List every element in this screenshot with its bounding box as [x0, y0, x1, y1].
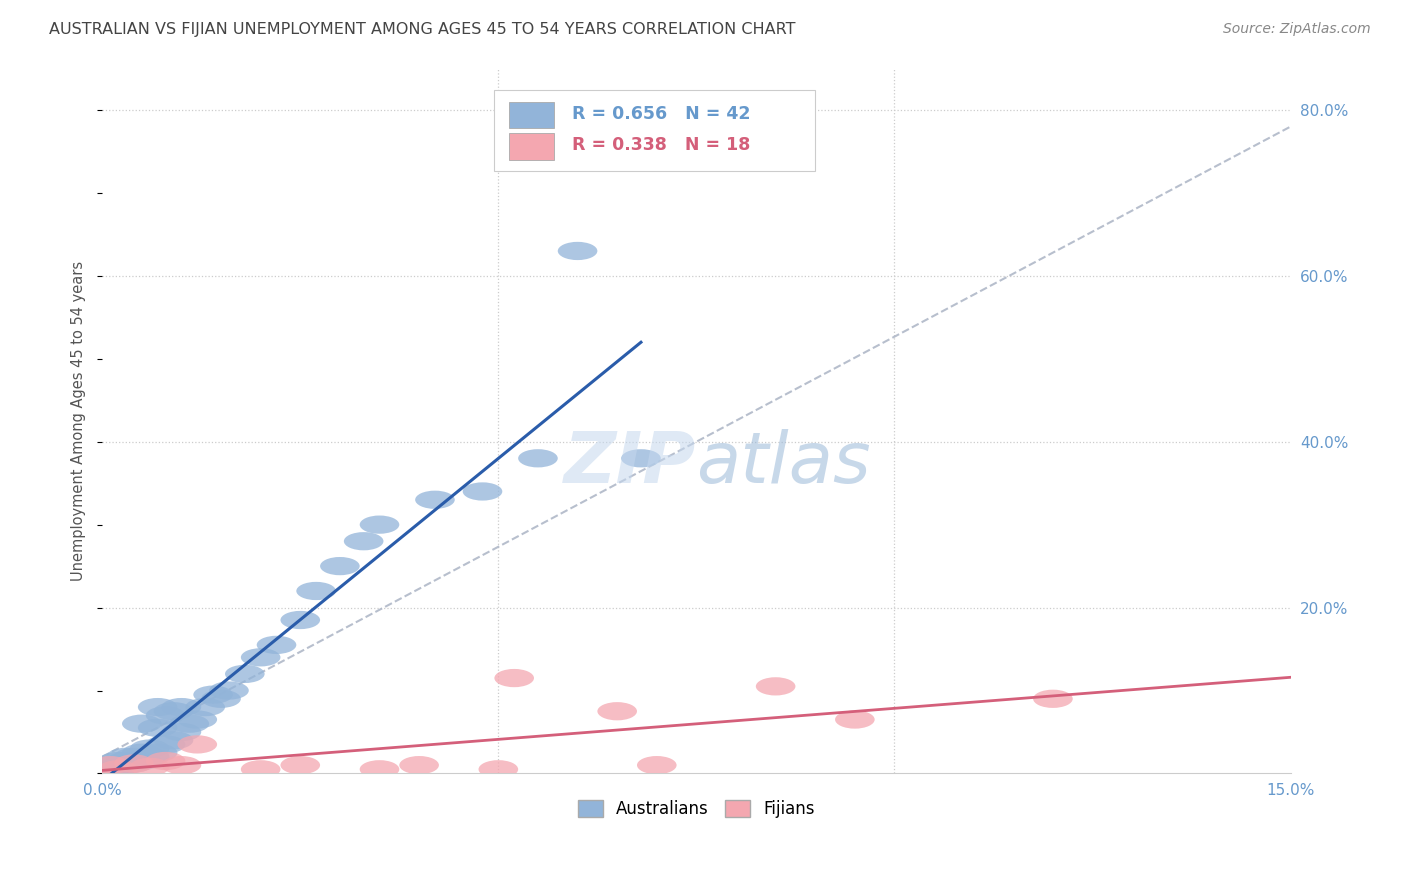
Ellipse shape — [1033, 690, 1073, 708]
Ellipse shape — [519, 450, 558, 467]
Ellipse shape — [146, 752, 186, 770]
Text: R = 0.656   N = 42: R = 0.656 N = 42 — [572, 104, 751, 122]
Ellipse shape — [257, 636, 297, 654]
Ellipse shape — [146, 735, 186, 754]
Text: ZIP: ZIP — [564, 429, 696, 498]
FancyBboxPatch shape — [509, 102, 554, 128]
Ellipse shape — [177, 735, 217, 754]
Ellipse shape — [114, 755, 153, 772]
Text: Source: ZipAtlas.com: Source: ZipAtlas.com — [1223, 22, 1371, 37]
Ellipse shape — [138, 719, 177, 737]
Ellipse shape — [297, 582, 336, 600]
Ellipse shape — [170, 714, 209, 733]
Ellipse shape — [756, 677, 796, 696]
Ellipse shape — [107, 752, 146, 770]
Ellipse shape — [193, 686, 233, 704]
Ellipse shape — [153, 731, 193, 749]
Ellipse shape — [98, 757, 138, 776]
Ellipse shape — [107, 756, 146, 774]
Ellipse shape — [114, 747, 153, 766]
Ellipse shape — [122, 752, 162, 770]
Ellipse shape — [129, 739, 170, 757]
Ellipse shape — [114, 755, 153, 772]
Ellipse shape — [637, 756, 676, 774]
Ellipse shape — [138, 744, 177, 762]
Ellipse shape — [186, 698, 225, 716]
Ellipse shape — [360, 760, 399, 779]
Ellipse shape — [280, 611, 321, 629]
Ellipse shape — [225, 665, 264, 683]
Text: atlas: atlas — [696, 429, 872, 498]
Ellipse shape — [201, 690, 240, 708]
Ellipse shape — [321, 557, 360, 575]
Ellipse shape — [162, 756, 201, 774]
Y-axis label: Unemployment Among Ages 45 to 54 years: Unemployment Among Ages 45 to 54 years — [72, 261, 86, 581]
Ellipse shape — [138, 698, 177, 716]
Ellipse shape — [162, 723, 201, 741]
Ellipse shape — [240, 760, 280, 779]
Text: AUSTRALIAN VS FIJIAN UNEMPLOYMENT AMONG AGES 45 TO 54 YEARS CORRELATION CHART: AUSTRALIAN VS FIJIAN UNEMPLOYMENT AMONG … — [49, 22, 796, 37]
Ellipse shape — [162, 698, 201, 716]
Ellipse shape — [280, 756, 321, 774]
FancyBboxPatch shape — [509, 134, 554, 161]
Ellipse shape — [463, 483, 502, 500]
Ellipse shape — [90, 760, 129, 779]
Legend: Australians, Fijians: Australians, Fijians — [571, 794, 823, 825]
Ellipse shape — [129, 747, 170, 766]
Ellipse shape — [177, 710, 217, 729]
Ellipse shape — [344, 533, 384, 550]
Text: R = 0.338   N = 18: R = 0.338 N = 18 — [572, 136, 749, 153]
Ellipse shape — [90, 756, 129, 774]
Ellipse shape — [209, 681, 249, 699]
Ellipse shape — [495, 669, 534, 687]
Ellipse shape — [558, 242, 598, 260]
Ellipse shape — [153, 702, 193, 721]
FancyBboxPatch shape — [495, 90, 815, 170]
Ellipse shape — [122, 744, 162, 762]
Ellipse shape — [146, 706, 186, 724]
Ellipse shape — [598, 702, 637, 721]
Ellipse shape — [129, 757, 170, 776]
Ellipse shape — [98, 760, 138, 779]
Ellipse shape — [415, 491, 454, 508]
Ellipse shape — [90, 756, 129, 774]
Ellipse shape — [360, 516, 399, 533]
Ellipse shape — [478, 760, 519, 779]
Ellipse shape — [621, 450, 661, 467]
Ellipse shape — [399, 756, 439, 774]
Ellipse shape — [107, 747, 146, 766]
Ellipse shape — [240, 648, 280, 666]
Ellipse shape — [98, 752, 138, 770]
Ellipse shape — [835, 710, 875, 729]
Ellipse shape — [122, 714, 162, 733]
